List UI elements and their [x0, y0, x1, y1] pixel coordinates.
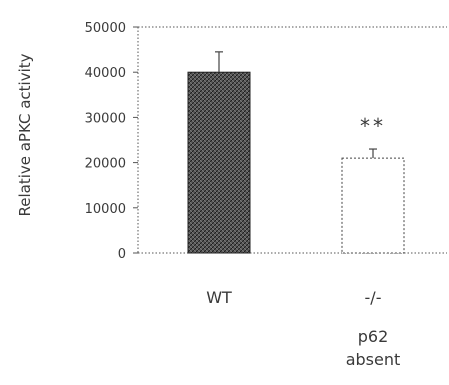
axes	[137, 26, 447, 254]
y-axis-label: Relative aPKC activity	[16, 53, 34, 216]
y-tick-label: 0	[118, 247, 126, 262]
x-tick-label: -/-	[365, 288, 382, 307]
bars: **	[187, 51, 405, 254]
y-axis-ticks: 0 10000 20000 30000 40000 50000	[85, 21, 138, 262]
y-tick-label: 40000	[85, 66, 126, 81]
bar-p62-knockout	[341, 157, 405, 254]
y-tick-label: 50000	[85, 21, 126, 36]
y-tick-label: 10000	[85, 202, 126, 217]
x-tick-sublabel: absent	[346, 350, 401, 369]
y-tick-label: 30000	[85, 111, 126, 126]
x-tick-sublabel: p62	[358, 327, 389, 346]
x-tick-label: WT	[206, 288, 232, 307]
significance-marker: **	[360, 114, 386, 138]
bar-wt	[187, 71, 251, 254]
x-axis-labels: WT -/- p62 absent	[206, 288, 400, 369]
y-tick-label: 20000	[85, 157, 126, 172]
